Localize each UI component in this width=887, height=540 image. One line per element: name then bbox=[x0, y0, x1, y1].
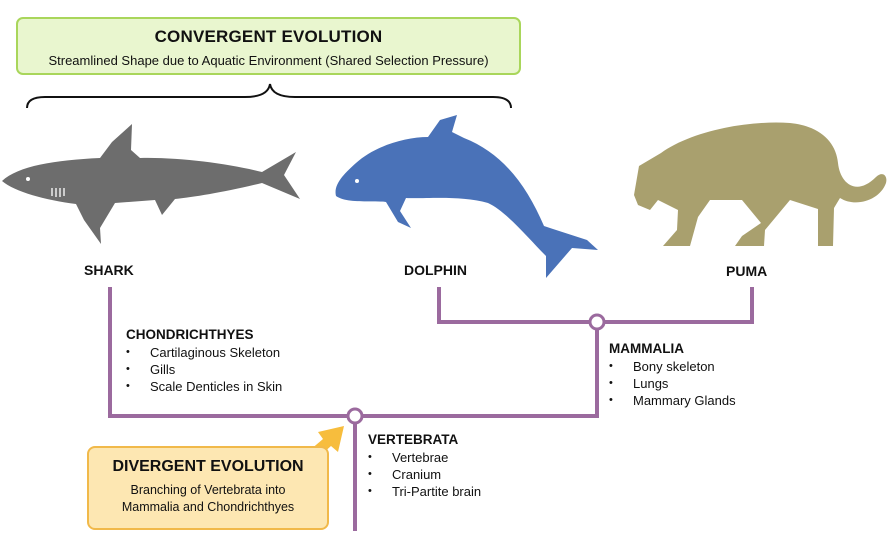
trait-item: Gills bbox=[126, 361, 282, 378]
trait-item: Mammary Glands bbox=[609, 392, 736, 409]
chondrichthyes-title: CHONDRICHTHYES bbox=[126, 327, 254, 342]
vertebrata-traits: Vertebrae Cranium Tri-Partite brain bbox=[368, 449, 481, 500]
puma-icon bbox=[634, 122, 887, 246]
trait-item: Scale Denticles in Skin bbox=[126, 378, 282, 395]
dolphin-label: DOLPHIN bbox=[404, 262, 467, 278]
shark-icon bbox=[2, 124, 300, 244]
divergent-title: DIVERGENT EVOLUTION bbox=[112, 458, 304, 475]
trait-item: Lungs bbox=[609, 375, 736, 392]
trait-item: Cartilaginous Skeleton bbox=[126, 344, 282, 361]
divergent-subtitle-line1: Branching of Vertebrata into bbox=[130, 483, 286, 497]
trait-item: Tri-Partite brain bbox=[368, 483, 481, 500]
vertebrata-node bbox=[346, 407, 364, 425]
divergent-subtitle: Branching of Vertebrata into Mammalia an… bbox=[89, 482, 327, 516]
vertebrata-group: VERTEBRATA Vertebrae Cranium Tri-Partite… bbox=[368, 432, 481, 500]
mammal-branch bbox=[355, 322, 599, 418]
mammalia-group: MAMMALIA Bony skeleton Lungs Mammary Gla… bbox=[609, 341, 736, 409]
mammalia-node bbox=[588, 313, 606, 331]
trait-item: Bony skeleton bbox=[609, 358, 736, 375]
convergent-evolution-box: CONVERGENT EVOLUTION Streamlined Shape d… bbox=[16, 17, 521, 75]
convergent-subtitle: Streamlined Shape due to Aquatic Environ… bbox=[48, 53, 489, 68]
divergent-evolution-box: DIVERGENT EVOLUTION Branching of Vertebr… bbox=[87, 446, 329, 530]
chondrichthyes-group: CHONDRICHTHYES Cartilaginous Skeleton Gi… bbox=[126, 327, 282, 395]
trait-item: Vertebrae bbox=[368, 449, 481, 466]
puma-label: PUMA bbox=[726, 263, 768, 279]
convergence-brace bbox=[26, 83, 512, 109]
shark-branch bbox=[108, 287, 355, 418]
convergent-title: CONVERGENT EVOLUTION bbox=[154, 27, 383, 46]
mammalia-traits: Bony skeleton Lungs Mammary Glands bbox=[609, 358, 736, 409]
vertebrata-title: VERTEBRATA bbox=[368, 432, 459, 447]
trait-item: Cranium bbox=[368, 466, 481, 483]
shark-label: SHARK bbox=[84, 262, 134, 278]
dolphin-icon bbox=[335, 115, 598, 278]
mammalia-title: MAMMALIA bbox=[609, 341, 684, 356]
divergent-subtitle-line2: Mammalia and Chondrichthyes bbox=[121, 500, 295, 514]
chondrichthyes-traits: Cartilaginous Skeleton Gills Scale Denti… bbox=[126, 344, 282, 395]
